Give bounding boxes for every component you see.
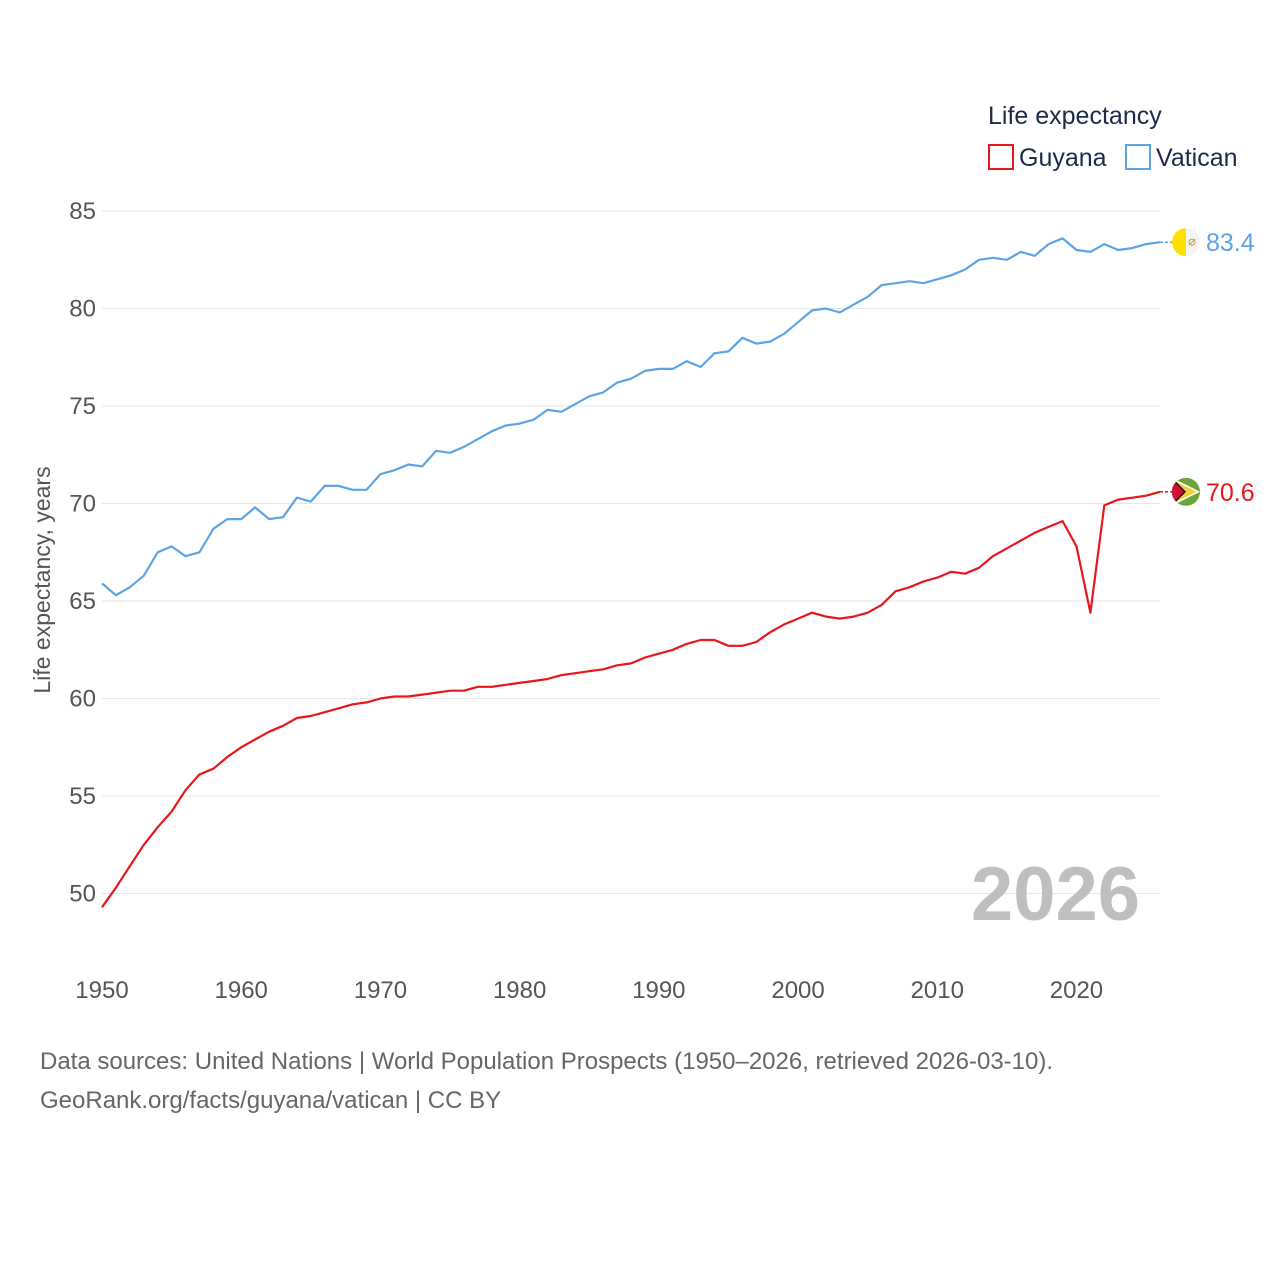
legend-swatch-vatican xyxy=(1125,144,1151,170)
x-tick-label: 1950 xyxy=(75,977,128,1004)
y-tick-label: 75 xyxy=(69,393,96,420)
y-axis-ticks: 50 55 60 65 70 75 80 85 xyxy=(69,198,96,908)
legend-swatch-guyana xyxy=(988,144,1014,170)
end-value-label-vatican: 83.4 xyxy=(1206,229,1255,257)
current-year-label: 2026 xyxy=(971,852,1140,937)
legend-label-guyana: Guyana xyxy=(1019,144,1107,172)
vatican-flag-icon xyxy=(1172,228,1200,257)
end-value-label-guyana: 70.6 xyxy=(1206,479,1255,507)
y-tick-label: 80 xyxy=(69,296,96,323)
data-sources-text: Data sources: United Nations | World Pop… xyxy=(40,1048,1054,1075)
x-tick-label: 1960 xyxy=(215,977,268,1004)
gridlines xyxy=(102,210,1160,894)
x-tick-label: 2010 xyxy=(911,977,964,1004)
guyana-flag-icon xyxy=(1172,477,1200,506)
y-tick-label: 65 xyxy=(69,588,96,615)
series-line-vatican xyxy=(101,237,1161,597)
footer: Data sources: United Nations | World Pop… xyxy=(40,1042,1260,1120)
y-tick-label: 50 xyxy=(69,881,96,908)
x-tick-label: 1990 xyxy=(632,977,685,1004)
attribution-text: GeoRank.org/facts/guyana/vatican | CC BY xyxy=(40,1087,502,1114)
y-tick-label: 60 xyxy=(69,686,96,713)
series-lines xyxy=(101,237,1161,908)
x-axis-ticks: 1950 1960 1970 1980 1990 2000 2010 2020 xyxy=(75,977,1103,1004)
y-axis-label: Life expectancy, years xyxy=(29,466,55,693)
life-expectancy-chart: 50 55 60 65 70 75 80 85 1950 1960 1970 1980 1990 200… xyxy=(29,102,1255,1004)
y-tick-label: 70 xyxy=(69,491,96,518)
legend-label-vatican: Vatican xyxy=(1156,144,1238,172)
x-tick-label: 1980 xyxy=(493,977,546,1004)
y-tick-label: 55 xyxy=(69,783,96,810)
end-markers: 70.6 83.4 xyxy=(1160,228,1255,507)
x-tick-label: 1970 xyxy=(354,977,407,1004)
y-tick-label: 85 xyxy=(69,198,96,225)
series-line-guyana xyxy=(101,490,1161,908)
x-tick-label: 2000 xyxy=(771,977,824,1004)
legend-title: Life expectancy xyxy=(988,102,1162,130)
legend: Life expectancy Guyana Vatican xyxy=(988,102,1238,172)
x-tick-label: 2020 xyxy=(1050,977,1103,1004)
